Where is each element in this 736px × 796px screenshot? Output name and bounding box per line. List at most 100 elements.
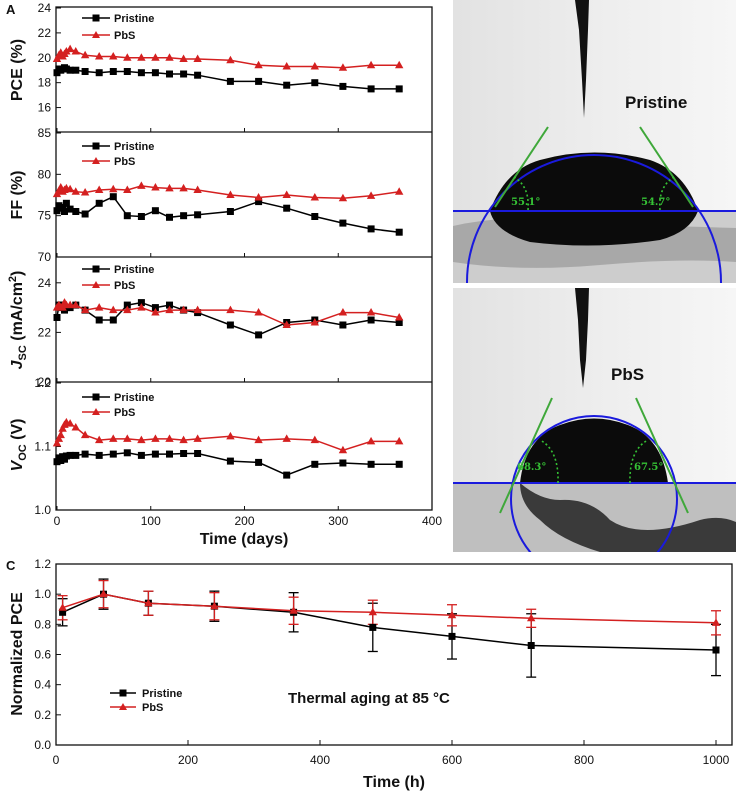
data-point-pristine <box>59 203 67 211</box>
left-contact-angle: 68.3° <box>517 462 546 473</box>
droplet-shape <box>490 152 698 246</box>
legend-label-pristine: Pristine <box>114 141 154 153</box>
y-tick-label: 0.2 <box>34 708 51 722</box>
data-point-pbs <box>226 305 235 314</box>
data-point-pristine <box>194 71 202 79</box>
data-point-pbs <box>109 305 118 314</box>
data-point-pristine <box>369 623 377 631</box>
data-point-pbs <box>193 185 202 194</box>
data-point-pbs <box>193 54 202 63</box>
normalized-ylabel: Normalized PCE <box>9 592 26 716</box>
data-point-pbs <box>151 434 160 442</box>
data-point-pristine <box>367 460 375 468</box>
legend-marker-pbs <box>119 703 127 710</box>
data-point-pristine <box>109 450 117 458</box>
data-point-pbs <box>165 53 174 61</box>
photo-pristine-title: Pristine <box>625 93 687 112</box>
fit-circle <box>510 415 678 552</box>
angle-arc-right <box>629 439 649 484</box>
x-tick-label: 400 <box>310 753 330 767</box>
right-contact-angle: 67.5° <box>634 462 663 473</box>
data-point-pristine <box>137 69 145 77</box>
data-point-pbs <box>179 54 188 63</box>
normalized-xlabel: Time (h) <box>363 774 425 791</box>
y-tick-label: 0.8 <box>34 617 51 631</box>
x-tick-label: 800 <box>574 753 594 767</box>
legend-marker-pbs <box>92 408 100 415</box>
legend-label-pbs: PbS <box>114 280 135 292</box>
ff-ylabel: FF (%) <box>9 171 26 220</box>
data-point-pbs <box>254 435 263 444</box>
x-tick-label: 300 <box>328 514 348 528</box>
y-tick-label: 75 <box>38 209 52 223</box>
voc-legend: Pristine PbS <box>82 392 154 419</box>
data-point-pristine <box>283 204 291 212</box>
data-point-pristine <box>123 68 131 75</box>
y-tick-label: 0.4 <box>34 678 51 692</box>
data-point-pbs <box>137 303 146 311</box>
data-point-pbs <box>65 44 75 53</box>
data-point-pbs <box>366 308 376 316</box>
data-point-pristine <box>109 316 117 324</box>
data-point-pristine <box>53 458 61 466</box>
data-point-pbs <box>109 184 118 193</box>
data-point-pbs <box>447 610 457 619</box>
data-point-pristine <box>255 458 263 466</box>
legend-marker-pristine <box>92 14 100 22</box>
angle-arc-left <box>539 439 559 484</box>
data-point-pbs <box>62 47 71 55</box>
data-point-pbs <box>289 606 298 614</box>
y-tick-label: 1.0 <box>34 587 51 601</box>
data-point-pbs <box>137 435 146 444</box>
legend-marker-pristine <box>119 689 127 697</box>
data-point-pristine <box>311 79 319 87</box>
data-point-pristine <box>81 210 89 218</box>
angle-arc-right <box>659 175 677 211</box>
y-tick-label: 0.0 <box>34 738 51 752</box>
panel-a-frame <box>55 6 433 511</box>
pce-ylabel: PCE (%) <box>9 39 26 101</box>
data-point-pbs <box>282 61 291 70</box>
data-point-pbs <box>711 618 721 626</box>
data-point-pbs <box>94 303 104 311</box>
data-point-pbs <box>179 183 188 192</box>
data-point-pristine <box>137 451 145 459</box>
data-point-pbs <box>94 52 104 60</box>
y-tick-label: 1.2 <box>34 376 51 390</box>
normalized-legend: Pristine PbS <box>110 688 182 714</box>
data-point-pristine <box>95 451 103 459</box>
y-tick-label: 20 <box>38 375 52 389</box>
jsc-legend: Pristine PbS <box>82 264 154 292</box>
data-point-pbs <box>282 190 291 198</box>
panel-c-frame <box>55 563 733 746</box>
data-point-pristine <box>151 304 159 312</box>
photo-pristine: Pristine 55.1° 54.7° <box>453 0 736 283</box>
data-point-pristine <box>166 213 173 221</box>
y-tick-label: 0.6 <box>34 648 51 662</box>
needle-shape <box>575 0 589 118</box>
legend-label-pristine: Pristine <box>114 392 154 404</box>
panel-c-thermal-aging: Normalized PCE Time (h) Thermal aging at… <box>9 557 733 791</box>
y-tick-label: 1.0 <box>34 503 51 517</box>
data-point-pbs <box>193 434 202 442</box>
data-point-pristine <box>137 213 145 220</box>
data-point-pbs <box>179 305 188 314</box>
data-point-pristine <box>166 450 173 458</box>
data-point-pbs <box>65 300 75 309</box>
legend-marker-pristine <box>92 265 100 273</box>
data-point-pristine <box>226 77 234 85</box>
data-point-pbs <box>80 188 90 196</box>
data-point-pbs <box>282 434 291 442</box>
legend-label-pristine: Pristine <box>114 13 154 25</box>
data-point-pbs <box>193 305 202 314</box>
data-point-pristine <box>53 207 61 215</box>
data-point-pbs <box>65 419 75 427</box>
data-point-pbs <box>368 607 377 616</box>
data-point-pbs <box>210 601 219 610</box>
data-point-pristine <box>180 450 188 457</box>
data-point-pristine <box>109 68 117 75</box>
x-tick-label: 1000 <box>703 753 730 767</box>
needle-shape <box>575 288 589 388</box>
legend-marker-pbs <box>92 281 100 288</box>
